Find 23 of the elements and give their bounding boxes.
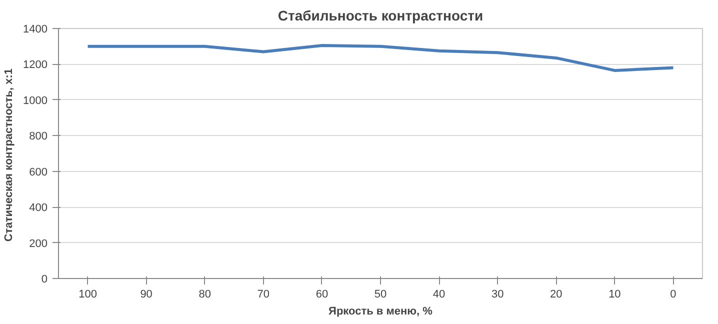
x-tick-label: 20 — [550, 288, 562, 300]
y-tick-label: 0 — [41, 274, 48, 286]
y-axis-title: Статическая контрастность, x:1 — [3, 68, 16, 242]
y-tick-label: 200 — [29, 238, 48, 250]
y-tick-label: 600 — [29, 166, 48, 178]
x-tick-label: 70 — [257, 288, 270, 300]
y-tick-label: 400 — [29, 202, 48, 214]
x-axis-title: Яркость в меню, % — [328, 306, 433, 318]
x-tick-label: 100 — [78, 288, 97, 300]
x-tick-label: 10 — [608, 288, 621, 300]
x-tick-label: 50 — [374, 288, 387, 300]
x-tick-label: 30 — [491, 288, 504, 300]
y-tick-label: 800 — [29, 130, 48, 143]
y-tick-label: 1200 — [23, 59, 48, 72]
chart-title: Стабильность контрастности — [278, 8, 484, 24]
y-tick-label: 1000 — [23, 94, 48, 107]
x-tick-label: 40 — [432, 288, 446, 300]
x-tick-label: 0 — [670, 288, 676, 300]
x-tick-label: 90 — [140, 288, 152, 300]
x-tick-label: 60 — [316, 288, 328, 300]
x-tick-label: 80 — [198, 288, 211, 300]
line-series — [86, 44, 675, 72]
y-tick-label: 1400 — [23, 24, 48, 36]
